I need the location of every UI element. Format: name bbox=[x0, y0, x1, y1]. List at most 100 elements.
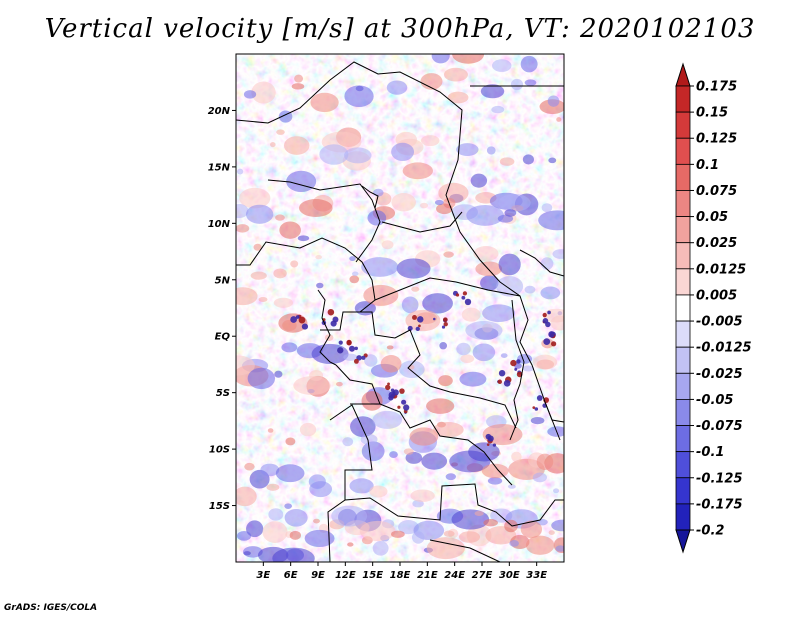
map-title: Vertical velocity [m/s] at 300hPa, VT: 2… bbox=[44, 14, 756, 44]
colorbar-segment bbox=[675, 242, 691, 270]
field-hotspot bbox=[372, 410, 403, 429]
colorbar-segment bbox=[675, 503, 691, 531]
field-hotspot bbox=[310, 92, 339, 113]
x-tick-label: 3E bbox=[256, 570, 270, 581]
field-hotspot bbox=[456, 342, 471, 356]
field-hotspot bbox=[556, 117, 562, 122]
field-hotspot bbox=[402, 162, 433, 180]
field-hotspot bbox=[349, 256, 356, 262]
field-hotspot bbox=[239, 187, 271, 209]
field-hotspot bbox=[536, 453, 554, 470]
field-hotspot bbox=[547, 95, 560, 107]
convective-cell bbox=[290, 316, 297, 323]
field-hotspot bbox=[459, 531, 481, 543]
field-hotspot bbox=[391, 193, 416, 212]
field-hotspot bbox=[367, 210, 387, 226]
colorbar-label: -0.025 bbox=[696, 367, 743, 382]
field-hotspot bbox=[498, 194, 531, 212]
field-hotspot bbox=[482, 304, 516, 323]
field-hotspot bbox=[548, 530, 555, 535]
colorbar-label: 0.125 bbox=[696, 132, 737, 147]
field-hotspot bbox=[311, 343, 349, 365]
field-hotspot bbox=[293, 376, 331, 395]
field-hotspot bbox=[316, 282, 324, 289]
convective-cell bbox=[354, 346, 358, 351]
field-hotspot bbox=[436, 203, 453, 215]
field-hotspot bbox=[351, 271, 359, 277]
x-tick-label: 33E bbox=[526, 570, 547, 581]
convective-cell bbox=[349, 345, 355, 352]
field-hotspot bbox=[266, 483, 280, 491]
convective-cell bbox=[337, 347, 344, 354]
colorbar: 0.175 0.15 0.125 0.1 0.075 0.05 0.025 0.0125 0.0… bbox=[675, 62, 752, 554]
field-hotspot bbox=[361, 257, 399, 277]
field-hotspot bbox=[443, 530, 455, 537]
colorbar-segment bbox=[675, 399, 691, 426]
field-hotspot bbox=[363, 284, 399, 306]
field-hotspot bbox=[347, 542, 354, 547]
field-hotspot bbox=[465, 321, 503, 340]
y-tick-label: 20N bbox=[208, 106, 231, 117]
field-hotspot bbox=[391, 142, 415, 162]
field-hotspot bbox=[434, 199, 444, 206]
field-hotspot bbox=[433, 422, 464, 438]
field-hotspot bbox=[236, 287, 258, 306]
colorbar-segment bbox=[675, 425, 691, 453]
convective-cell bbox=[412, 315, 417, 320]
y-tick-label: 10N bbox=[208, 219, 231, 230]
colorbar-segment bbox=[675, 477, 691, 505]
y-tick-label: 10S bbox=[209, 445, 230, 456]
x-tick-label: 6E bbox=[284, 570, 298, 581]
field-hotspot bbox=[253, 243, 262, 251]
field-hotspot bbox=[497, 214, 514, 223]
field-hotspot bbox=[344, 147, 372, 164]
field-hotspot bbox=[284, 503, 292, 509]
field-hotspot bbox=[451, 509, 490, 530]
colorbar-label: 0.075 bbox=[696, 184, 737, 199]
field-hotspot bbox=[522, 154, 534, 165]
field-hotspot bbox=[361, 391, 383, 411]
field-hotspot bbox=[420, 202, 429, 209]
field-hotspot bbox=[315, 254, 322, 260]
convective-cell bbox=[516, 359, 521, 364]
field-hotspot bbox=[555, 545, 564, 552]
field-hotspot bbox=[492, 59, 512, 72]
convective-cell bbox=[542, 312, 547, 318]
field-hotspot bbox=[313, 518, 320, 524]
convective-cell bbox=[353, 358, 359, 364]
field-hotspot bbox=[349, 275, 360, 284]
field-hotspot bbox=[294, 74, 304, 83]
colorbar-segment bbox=[675, 216, 691, 244]
field-hotspot bbox=[472, 343, 496, 362]
field-hotspot bbox=[246, 520, 264, 538]
field-hotspot bbox=[551, 519, 564, 532]
field-hotspot bbox=[289, 530, 302, 540]
colorbar-label: 0.175 bbox=[696, 80, 737, 95]
colorbar-label: 0.0125 bbox=[696, 262, 746, 277]
convective-cell bbox=[298, 316, 306, 324]
field-hotspot bbox=[475, 261, 503, 277]
convective-cell bbox=[403, 404, 410, 411]
convective-cell bbox=[356, 355, 362, 361]
map-axes: 3E 6E 9E 12E 15E 18E 21E 24E 27E 30E 33E 20N 15N 10N 5… bbox=[208, 106, 548, 581]
y-tick-label: EQ bbox=[215, 332, 231, 343]
field-hotspot bbox=[459, 371, 487, 387]
field-hotspot bbox=[279, 221, 301, 239]
convective-cell bbox=[397, 405, 401, 409]
x-tick-label: 30E bbox=[499, 570, 520, 581]
field-hotspot bbox=[422, 293, 453, 314]
field-hotspot bbox=[270, 142, 276, 148]
colorbar-segment bbox=[675, 451, 691, 479]
field-hotspot bbox=[236, 486, 257, 507]
colorbar-label: -0.2 bbox=[696, 524, 724, 539]
field-hotspot bbox=[273, 268, 287, 279]
field-hotspot bbox=[426, 537, 465, 560]
convective-cell bbox=[514, 367, 518, 371]
field-hotspot bbox=[281, 342, 298, 353]
colorbar-label: 0.005 bbox=[696, 288, 737, 303]
convective-cell bbox=[332, 316, 339, 323]
field-hotspot bbox=[548, 157, 557, 164]
convective-cell bbox=[532, 406, 536, 409]
field-hotspot bbox=[438, 182, 469, 204]
